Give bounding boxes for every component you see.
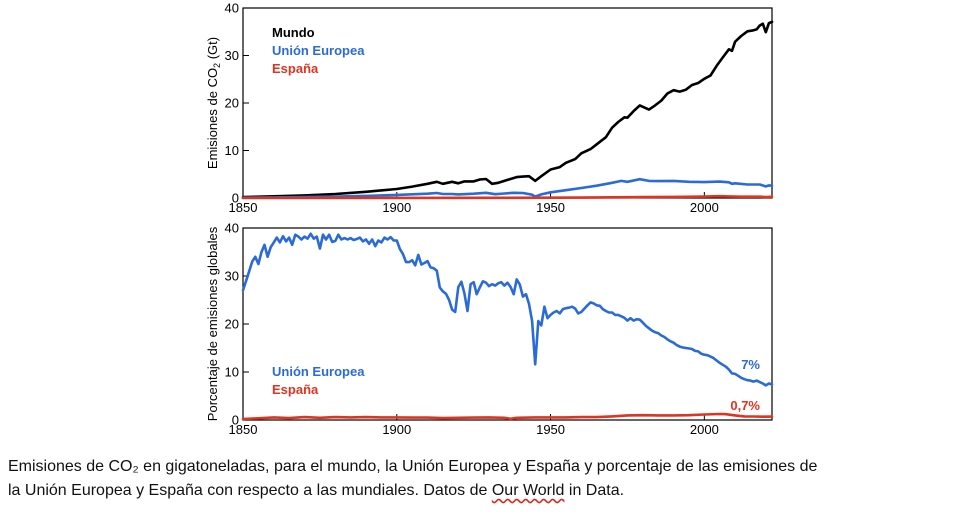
series-line-mundo xyxy=(241,20,774,199)
end-labels: 7% 0,7% xyxy=(730,357,760,413)
emissions-chart: 0 10 20 30 40 1850 1900 1950 2000 Emisiones de C… xyxy=(205,1,774,215)
legend-item-espana: España xyxy=(272,382,319,397)
percentage-chart: 0 10 20 30 40 1850 1900 1950 2000 Porcentaje de … xyxy=(205,221,774,437)
legend: Unión Europea España xyxy=(272,364,365,397)
x-tick-label: 1950 xyxy=(536,200,565,215)
y-axis-label: Emisiones de CO2 (Gt) xyxy=(205,37,222,169)
y-tick-label: 30 xyxy=(225,269,239,284)
y-tick-label: 20 xyxy=(225,317,239,332)
legend-item-union-europea: Unión Europea xyxy=(272,364,365,379)
y-tick-label: 10 xyxy=(225,365,239,380)
series-line-union-europea xyxy=(241,232,774,387)
legend: Mundo Unión Europea España xyxy=(272,25,365,76)
figure-caption: Emisiones de CO₂ en gigatoneladas, para … xyxy=(8,455,973,503)
y-axis-label: Porcentaje de emisiones globales xyxy=(205,226,220,421)
data-label-ue-share: 7% xyxy=(741,357,760,372)
x-tick-label: 2000 xyxy=(690,200,719,215)
series-line-espana xyxy=(241,194,774,200)
x-tick-label: 1950 xyxy=(536,422,565,437)
data-label-espana-share: 0,7% xyxy=(730,398,760,413)
y-tick-label: 0 xyxy=(232,413,239,428)
plot-frame xyxy=(242,227,773,421)
x-tick-label: 1900 xyxy=(382,200,411,215)
series-line-union-europea xyxy=(241,177,774,199)
y-tick-label: 40 xyxy=(225,1,239,16)
y-tick-label: 20 xyxy=(225,96,239,111)
caption-line-1: Emisiones de CO₂ en gigatoneladas, para … xyxy=(8,458,818,475)
y-tick-label: 0 xyxy=(232,191,239,206)
x-tick-label: 1850 xyxy=(229,422,258,437)
x-tick-label: 2000 xyxy=(690,422,719,437)
legend-item-espana: España xyxy=(272,61,319,76)
legend-item-union-europea: Unión Europea xyxy=(272,43,365,58)
x-tick-label: 1850 xyxy=(229,200,258,215)
spellcheck-underlined-text: Our World xyxy=(491,482,565,499)
y-tick-label: 40 xyxy=(225,221,239,236)
x-tick-label: 1900 xyxy=(382,422,411,437)
emissions-figure: 0 10 20 30 40 1850 1900 1950 2000 Emisiones de C… xyxy=(205,1,774,437)
series-line-espana xyxy=(241,412,774,421)
plot-frame xyxy=(242,7,773,199)
legend-item-mundo: Mundo xyxy=(272,25,315,40)
y-tick-label: 30 xyxy=(225,48,239,63)
caption-line-2: la Unión Europea y España con respecto a… xyxy=(8,482,625,499)
y-tick-label: 10 xyxy=(225,143,239,158)
